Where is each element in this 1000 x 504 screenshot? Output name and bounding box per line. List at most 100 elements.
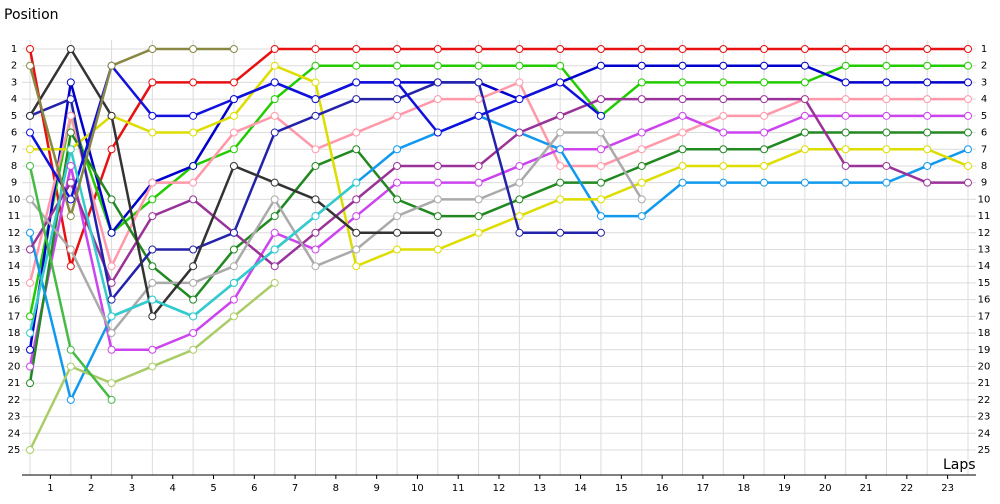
marker [596,128,605,137]
marker [556,61,565,70]
marker [596,111,605,120]
marker [26,379,34,388]
y-tick-label: 23 [8,412,21,423]
marker [352,245,361,254]
marker [800,145,809,154]
marker [964,145,972,154]
series-line [28,80,968,284]
marker [26,111,34,120]
marker [26,228,34,237]
marker [474,95,483,104]
marker [760,61,769,70]
y-tick-label: 4 [11,94,17,105]
marker [637,78,646,87]
marker [678,61,687,70]
marker [556,178,565,187]
marker [515,128,524,137]
marker [719,95,728,104]
x-tick-label: 11 [452,483,465,494]
marker [719,61,728,70]
marker [923,45,932,53]
marker [841,45,850,53]
y-tick-label: 17 [8,311,21,322]
marker [107,262,116,271]
marker [311,262,320,271]
y-tick-label-right: 16 [978,295,991,306]
marker [189,312,198,321]
marker [107,312,116,321]
marker [433,95,442,104]
marker [107,278,116,287]
y-tick-label-right: 6 [981,128,987,139]
marker [964,45,972,53]
marker [229,295,238,304]
marker [393,145,402,154]
marker [964,111,972,120]
y-tick-label-right: 8 [981,161,987,172]
marker [270,61,279,70]
marker [393,212,402,221]
marker [474,161,483,170]
marker [433,78,442,87]
y-tick-label-right: 4 [981,94,987,105]
marker [678,145,687,154]
marker [107,145,116,154]
marker [882,95,891,104]
marker [433,161,442,170]
marker [474,111,483,120]
marker [26,128,34,137]
marker [148,295,157,304]
marker [433,128,442,137]
marker [800,178,809,187]
marker [352,212,361,221]
marker [841,95,850,104]
y-tick-label: 18 [8,328,21,339]
marker [556,228,565,237]
marker [311,145,320,154]
marker [719,145,728,154]
y-tick-label-right: 17 [978,311,991,322]
marker [923,78,932,87]
marker [393,161,402,170]
marker [678,161,687,170]
marker [556,195,565,204]
marker [760,45,769,53]
marker [800,128,809,137]
y-tick-label-right: 24 [978,428,991,439]
marker [270,45,279,53]
marker [107,395,116,404]
marker [393,228,402,237]
marker [678,128,687,137]
y-tick-label: 14 [8,261,21,272]
y-tick-label-right: 5 [981,111,987,122]
marker [515,178,524,187]
marker [189,278,198,287]
y-tick-label-right: 22 [978,395,991,406]
series-line [28,64,968,317]
marker [148,278,157,287]
marker [923,178,932,187]
marker [678,78,687,87]
marker [148,362,157,371]
marker [229,161,238,170]
marker [148,195,157,204]
marker [393,78,402,87]
marker [596,228,605,237]
marker [311,245,320,254]
marker [678,95,687,104]
x-tick-label: 19 [778,483,791,494]
marker [678,178,687,187]
marker [882,61,891,70]
marker [26,195,34,204]
marker [352,145,361,154]
marker [107,329,116,338]
marker [189,178,198,187]
marker [66,45,75,53]
marker [352,95,361,104]
marker [66,161,75,170]
marker [26,362,34,371]
marker [433,195,442,204]
marker [882,78,891,87]
y-tick-label: 8 [11,161,17,172]
marker [148,262,157,271]
